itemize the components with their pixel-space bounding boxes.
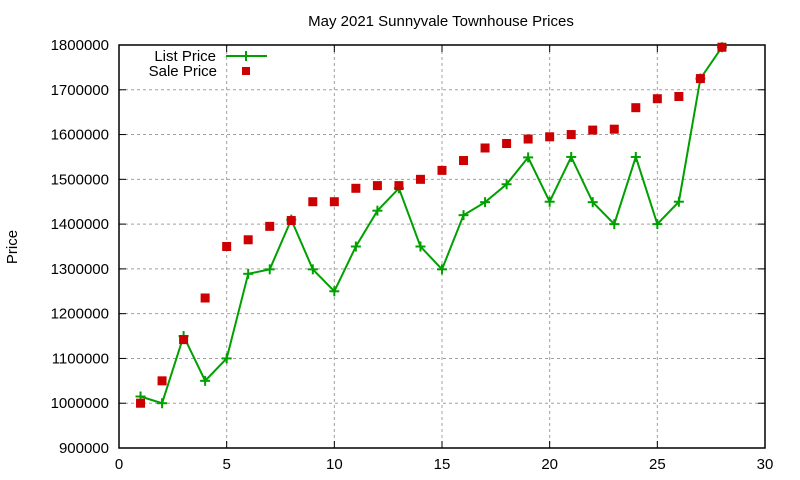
list-price-point: [329, 286, 340, 297]
x-tick-label: 25: [649, 456, 666, 473]
sale-price-point: [222, 242, 232, 251]
series-sale-price: [136, 42, 727, 408]
sale-price-point: [437, 165, 447, 175]
list-price-point: [243, 268, 254, 279]
sale-price-point: [265, 221, 275, 231]
sale-price-point: [329, 197, 339, 207]
list-price-point: [350, 241, 361, 252]
sale-price-point: [566, 130, 576, 140]
list-price-point: [458, 210, 469, 221]
y-axis-label: Price: [4, 230, 21, 264]
y-tick-label: 1800000: [51, 37, 109, 54]
list-price-point: [523, 152, 534, 163]
list-price-point: [544, 196, 555, 207]
series-list-price: [135, 42, 727, 409]
sale-price-point: [394, 181, 404, 191]
x-tick-label: 20: [541, 456, 558, 473]
sale-price-point: [502, 139, 512, 149]
list-price-point: [673, 196, 684, 207]
list-price-point: [415, 241, 426, 252]
legend: List Price Sale Price: [149, 48, 267, 80]
sale-price-point: [695, 74, 705, 84]
axis-ticks: 900000 1000000 1100000 1200000 1300000 140000…: [51, 37, 774, 473]
sale-price-point: [286, 216, 296, 226]
y-tick-label: 900000: [59, 440, 109, 457]
x-tick-label: 5: [222, 456, 230, 473]
list-price-point: [264, 264, 275, 275]
sale-price-point: [480, 143, 490, 153]
list-price-point: [480, 197, 491, 208]
legend-list-price-label: List Price: [154, 48, 216, 65]
legend-list-price-marker-icon: [226, 51, 267, 61]
y-tick-label: 1300000: [51, 261, 109, 278]
list-price-point: [437, 264, 447, 275]
y-tick-label: 1500000: [51, 171, 109, 188]
x-tick-label: 15: [434, 456, 451, 473]
y-tick-label: 1700000: [51, 82, 109, 99]
y-tick-label: 1400000: [51, 216, 109, 233]
list-price-point: [372, 205, 383, 216]
sale-price-point: [415, 174, 425, 184]
sale-price-point: [717, 42, 727, 52]
y-tick-label: 1600000: [51, 127, 109, 144]
list-price-point: [652, 219, 663, 230]
sale-price-point: [157, 376, 167, 386]
legend-sale-price-label: Sale Price: [149, 63, 217, 80]
sale-price-point: [652, 94, 662, 104]
sale-price-point: [459, 156, 469, 166]
sale-price-point: [631, 103, 641, 113]
legend-sale-price-marker-icon: [242, 67, 250, 75]
list-price-point: [501, 179, 512, 190]
list-price-point: [609, 219, 620, 230]
y-tick-label: 1100000: [52, 350, 109, 367]
list-price-point: [587, 197, 598, 208]
sale-price-point: [308, 197, 318, 207]
sale-price-point: [674, 91, 684, 101]
x-tick-label: 0: [115, 456, 123, 473]
sale-price-point: [545, 132, 555, 142]
list-price-point: [157, 398, 168, 409]
sale-price-point: [179, 335, 189, 345]
plot-border: [118, 44, 766, 449]
sale-price-point: [351, 183, 361, 193]
list-price-point: [221, 353, 232, 364]
list-price-point: [630, 151, 641, 162]
sale-price-point: [243, 235, 253, 245]
y-tick-label: 1200000: [51, 306, 109, 323]
sale-price-point: [609, 124, 619, 134]
chart-title: May 2021 Sunnyvale Townhouse Prices: [308, 13, 574, 30]
sale-price-point: [136, 398, 146, 408]
sale-price-point: [588, 125, 598, 135]
x-tick-label: 10: [326, 456, 343, 473]
sale-price-point: [523, 134, 533, 144]
sale-price-point: [200, 293, 210, 303]
list-price-point: [200, 375, 211, 386]
list-price-point: [307, 264, 318, 275]
grid-lines: [119, 45, 765, 448]
x-tick-label: 30: [757, 456, 774, 473]
sale-price-point: [372, 181, 382, 191]
list-price-line: [140, 46, 723, 405]
list-price-point: [566, 151, 577, 162]
y-tick-label: 1000000: [51, 395, 109, 412]
